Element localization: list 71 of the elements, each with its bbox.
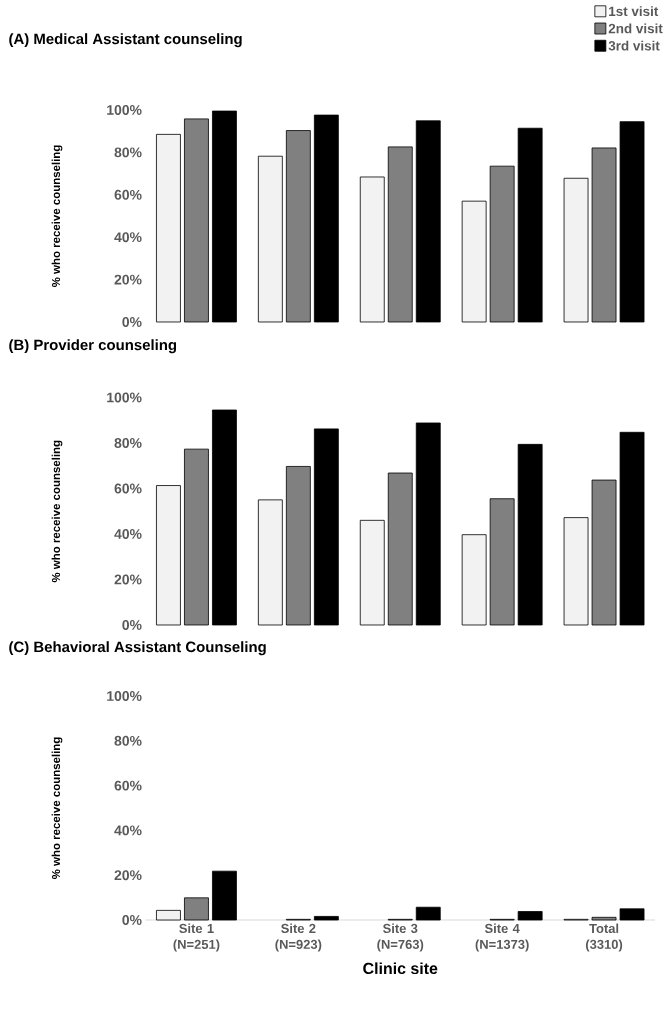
bar [563, 517, 589, 626]
y-tick-label: 0% [122, 317, 142, 327]
bar [415, 906, 441, 921]
bar [212, 409, 237, 626]
bar [387, 146, 413, 323]
bar [184, 448, 209, 626]
legend-label: 3rd visit [608, 40, 660, 51]
bar [619, 908, 645, 921]
bar [313, 916, 339, 921]
bar [461, 200, 487, 323]
bar [359, 519, 385, 626]
bar [415, 120, 441, 323]
y-tick-label: 20% [114, 574, 142, 585]
y-tick-label: 60% [114, 483, 142, 494]
bar [212, 110, 237, 323]
bar [517, 443, 543, 626]
y-axis-title: % who receive counseling [51, 145, 63, 288]
bar [313, 428, 339, 626]
y-tick-label: 0% [122, 620, 142, 630]
y-tick-label: 80% [114, 735, 142, 746]
x-tick-label: Site 3 (N=763) [377, 923, 424, 952]
bar [563, 177, 589, 323]
y-tick-label: 60% [114, 189, 142, 200]
bar [591, 479, 617, 626]
y-tick-label: 20% [114, 870, 142, 881]
y-tick-label: 80% [114, 147, 142, 158]
bar [461, 534, 487, 626]
bar [489, 165, 515, 323]
y-tick-label: 100% [107, 105, 142, 115]
bar [313, 114, 339, 323]
y-tick-label: 20% [114, 274, 142, 285]
y-tick-label: 100% [107, 392, 142, 403]
y-tick-label: 40% [114, 232, 142, 243]
bar [285, 130, 311, 323]
x-tick-label: Site 2 (N=923) [275, 923, 322, 952]
bar [156, 485, 181, 626]
y-tick-label: 40% [114, 825, 142, 836]
bar [619, 431, 645, 626]
bar [359, 176, 385, 323]
bar [591, 916, 617, 921]
bar [285, 466, 311, 626]
bar [212, 870, 237, 921]
x-tick-label: Site 1 (N=251) [173, 923, 220, 952]
bar [517, 127, 543, 323]
bar [517, 911, 543, 921]
chart-title: (C) Behavioral Assistant Counseling [9, 641, 266, 656]
y-tick-label: 40% [114, 529, 142, 539]
bar [184, 897, 209, 921]
y-tick-label: 80% [114, 438, 142, 448]
chart-title: (B) Provider counseling [9, 339, 177, 354]
y-axis-title: % who receive counseling [51, 737, 63, 880]
bar [415, 422, 441, 626]
y-axis-title: % who receive counseling [51, 440, 63, 583]
bar [619, 121, 645, 323]
bar [156, 133, 181, 323]
y-tick-label: 0% [122, 915, 142, 925]
y-tick-label: 100% [107, 691, 142, 701]
bar [489, 498, 515, 626]
x-tick-label: Site 4 (N=1373) [475, 923, 529, 952]
bar [387, 472, 413, 626]
chart-title: (A) Medical Assistant counseling [9, 33, 242, 48]
bar [257, 499, 283, 626]
y-tick-label: 60% [114, 780, 142, 791]
bar [257, 155, 283, 323]
legend-label: 1st visit [609, 6, 659, 17]
legend-label: 2nd visit [608, 23, 663, 34]
bar [184, 118, 209, 323]
x-tick-label: Total (3310) [585, 923, 623, 952]
bar [591, 147, 617, 323]
bar [156, 909, 181, 921]
x-axis-title: Clinic site [363, 962, 438, 975]
